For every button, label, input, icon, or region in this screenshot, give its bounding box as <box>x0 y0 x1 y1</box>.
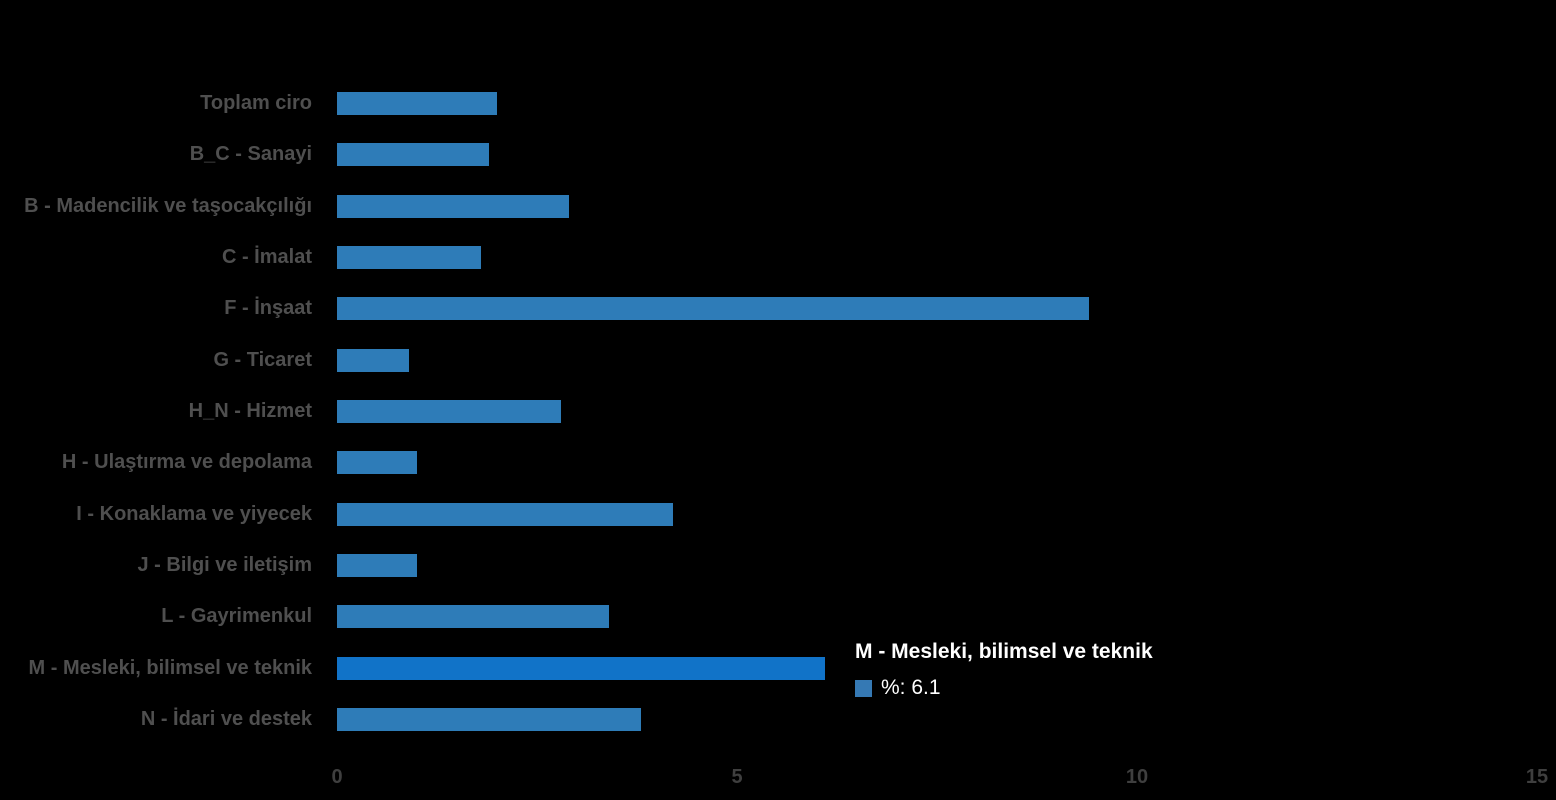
bar[interactable] <box>337 348 409 372</box>
bar[interactable] <box>337 656 825 680</box>
tooltip: M - Mesleki, bilimsel ve teknik %: 6.1 <box>851 638 1157 702</box>
tooltip-series-marker-icon <box>855 679 872 697</box>
tooltip-value: %: 6.1 <box>881 676 941 699</box>
bar[interactable] <box>337 92 497 115</box>
x-axis-tick-label: 5 <box>731 766 743 788</box>
x-axis-tick-label: 10 <box>1125 766 1149 788</box>
category-label: M - Mesleki, bilimsel ve teknik <box>28 656 312 679</box>
category-label: H_N - Hizmet <box>188 399 312 422</box>
category-label: H - Ulaştırma ve depolama <box>61 451 312 474</box>
bar[interactable] <box>337 297 1089 321</box>
bar[interactable] <box>337 707 641 731</box>
bar[interactable] <box>337 399 561 423</box>
category-label: J - Bilgi ve iletişim <box>137 553 312 576</box>
category-label: B_C - Sanayi <box>189 143 312 166</box>
category-label: N - İdari ve destek <box>140 707 312 730</box>
x-axis-tick-label: 15 <box>1525 766 1549 788</box>
bar[interactable] <box>337 143 489 167</box>
bar[interactable] <box>337 502 673 526</box>
bar[interactable] <box>337 451 417 475</box>
bar[interactable] <box>337 553 417 577</box>
category-label: G - Ticaret <box>213 348 312 371</box>
bar[interactable] <box>337 194 569 218</box>
x-axis-tick-label: 0 <box>331 766 343 788</box>
bar[interactable] <box>337 605 609 629</box>
category-label: Toplam ciro <box>200 92 312 114</box>
category-label: L - Gayrimenkul <box>161 605 312 628</box>
category-label: C - İmalat <box>221 245 312 268</box>
category-label: I - Konaklama ve yiyecek <box>76 502 312 525</box>
category-label: B - Madencilik ve taşocakçılığı <box>24 194 312 217</box>
tooltip-title: M - Mesleki, bilimsel ve teknik <box>855 640 1153 663</box>
bar[interactable] <box>337 245 481 269</box>
tooltip-value-row: %: 6.1 <box>855 676 1153 700</box>
category-label: F - İnşaat <box>224 297 312 320</box>
